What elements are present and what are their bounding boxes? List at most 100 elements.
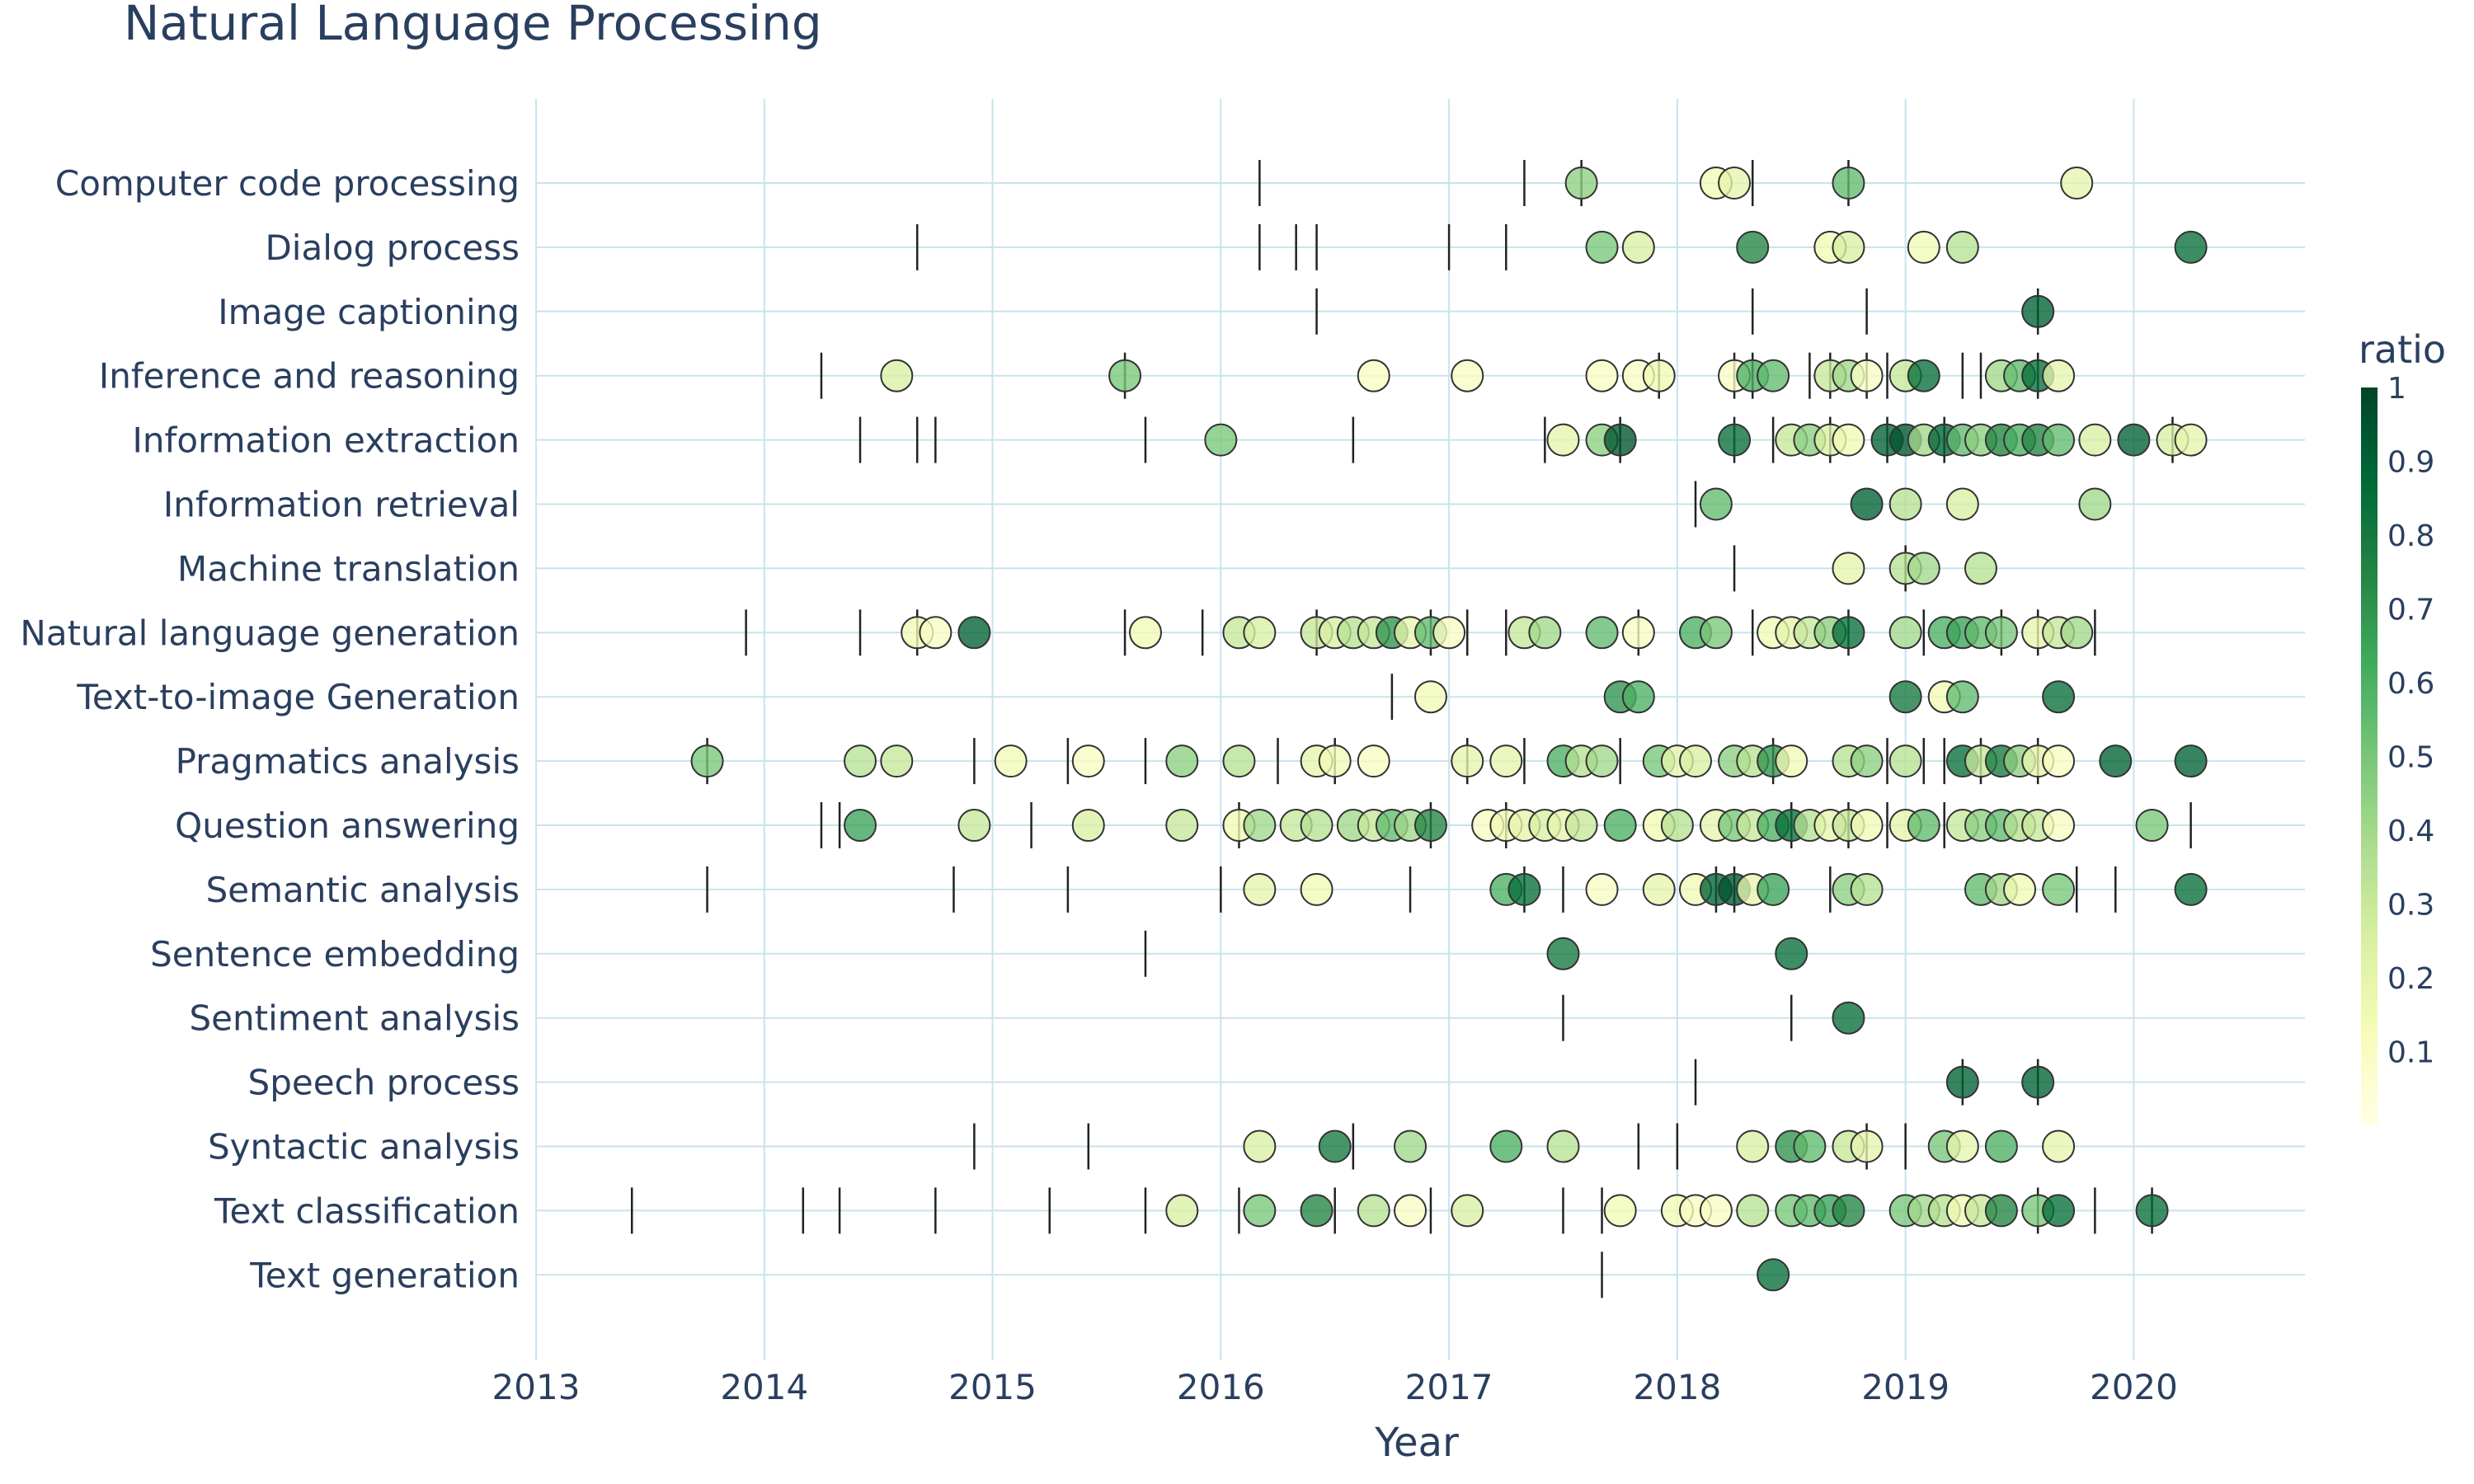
colorbar-ticks: 0.1 0.2 0.3 0.4 0.5 0.6 0.7 0.8 0.9 1 [2387, 372, 2434, 1070]
data-point [1394, 1194, 1427, 1228]
tick-marks [630, 160, 2192, 1298]
data-point [1757, 872, 1790, 906]
data-point [1071, 744, 1105, 778]
x-tick-label: 2015 [948, 1367, 1037, 1407]
category-label: Sentiment analysis [190, 998, 520, 1039]
data-point [2078, 487, 2112, 521]
data-point [2042, 359, 2076, 392]
data-point [1736, 1129, 1770, 1163]
x-tick-labels: 2013 2014 2015 2016 2017 2018 2019 2020 [492, 1367, 2178, 1407]
data-point [1832, 230, 1865, 264]
data-point [1850, 872, 1884, 906]
data-point [1660, 809, 1694, 842]
data-point [1775, 937, 1808, 970]
data-point [2135, 809, 2169, 842]
data-point [1603, 423, 1637, 457]
data-point [1736, 1194, 1770, 1228]
data-point [2021, 294, 2055, 328]
data-point [1413, 680, 1447, 714]
data-point [2174, 230, 2208, 264]
data-point [994, 744, 1028, 778]
data-point [1907, 230, 1940, 264]
data-point [1318, 744, 1352, 778]
category-label: Machine translation [177, 548, 520, 589]
data-point [2060, 167, 2094, 200]
data-point [1621, 230, 1655, 264]
data-point [1984, 1194, 2018, 1228]
data-point [1357, 744, 1390, 778]
x-tick-label: 2018 [1633, 1367, 1721, 1407]
x-tick-label: 2013 [492, 1367, 581, 1407]
data-point [1585, 230, 1619, 264]
data-point [2021, 1065, 2055, 1099]
data-point [880, 744, 914, 778]
data-point [1832, 616, 1865, 650]
data-point [1357, 1194, 1390, 1228]
data-point [957, 809, 991, 842]
category-label: Syntactic analysis [208, 1127, 520, 1167]
category-label: Sentence embedding [150, 934, 520, 974]
data-point [1793, 1129, 1827, 1163]
data-point [1546, 423, 1580, 457]
data-point [1850, 487, 1884, 521]
colorbar-tick-label: 0.8 [2387, 519, 2434, 553]
data-point [2060, 616, 2094, 650]
data-point [1300, 809, 1333, 842]
data-point [1222, 744, 1256, 778]
data-point [1585, 359, 1619, 392]
data-point [1528, 616, 1562, 650]
data-point [1507, 872, 1541, 906]
data-point [2078, 423, 2112, 457]
data-point [844, 744, 877, 778]
x-tick-label: 2017 [1405, 1367, 1493, 1407]
data-point [919, 616, 952, 650]
data-point [2042, 1194, 2076, 1228]
data-point [2174, 744, 2208, 778]
data-point [1128, 616, 1162, 650]
data-point [1564, 809, 1598, 842]
data-point [1984, 1129, 2018, 1163]
data-point [2042, 680, 2076, 714]
category-labels: Computer code processing Dialog process Im… [20, 163, 520, 1295]
data-point [1850, 809, 1884, 842]
category-label: Natural language generation [20, 613, 520, 653]
data-point [1585, 616, 1619, 650]
data-point [1832, 552, 1865, 585]
category-label: Inference and reasoning [99, 356, 520, 397]
data-point [1357, 359, 1390, 392]
data-point [1165, 1194, 1199, 1228]
category-label: Text generation [249, 1255, 520, 1295]
data-point [2003, 872, 2037, 906]
data-point [1621, 616, 1655, 650]
data-point [2117, 423, 2151, 457]
data-point [1945, 1129, 1979, 1163]
data-point [1165, 809, 1199, 842]
category-label: Text-to-image Generation [76, 677, 520, 717]
data-point [1984, 616, 2018, 650]
data-point [1451, 1194, 1484, 1228]
data-point [2135, 1194, 2169, 1228]
data-point [1888, 680, 1922, 714]
data-point [957, 616, 991, 650]
data-point [1945, 487, 1979, 521]
colorbar-bar [2361, 387, 2378, 1125]
colorbar-tick-label: 0.1 [2387, 1036, 2434, 1070]
data-point [1413, 809, 1447, 842]
data-point [2174, 423, 2208, 457]
data-point [1907, 809, 1940, 842]
data-point [1546, 1129, 1580, 1163]
data-point [1585, 872, 1619, 906]
data-point [1850, 1129, 1884, 1163]
colorbar-tick-label: 0.2 [2387, 962, 2434, 996]
data-point [1300, 1194, 1333, 1228]
data-point [1945, 230, 1979, 264]
data-point [2042, 809, 2076, 842]
data-point [1071, 809, 1105, 842]
data-point [1243, 616, 1277, 650]
data-point [2042, 423, 2076, 457]
data-point [1832, 1194, 1865, 1228]
category-label: Dialog process [265, 228, 520, 268]
data-point [1699, 616, 1733, 650]
data-point [1718, 167, 1752, 200]
